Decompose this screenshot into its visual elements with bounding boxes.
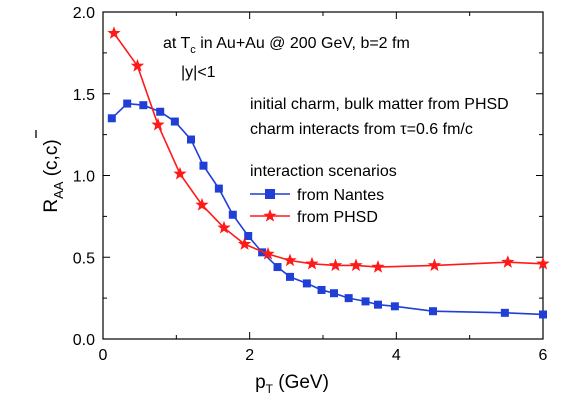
data-point: [151, 117, 165, 131]
data-point: [170, 117, 179, 126]
data-point: [228, 210, 237, 219]
annotation-collision-info: at Tc in Au+Au @ 200 GeV, b=2 fm: [163, 35, 410, 56]
plot-area: [107, 26, 550, 319]
data-point: [130, 58, 145, 72]
legend-nantes-marker: [265, 189, 275, 199]
data-point: [501, 255, 515, 268]
legend: interaction scenarios from Nantes from P…: [250, 163, 397, 226]
data-point: [374, 300, 382, 309]
x-axis-title: pT (GeV): [255, 372, 329, 396]
data-point: [173, 166, 187, 180]
data-point: [237, 237, 252, 250]
data-point: [328, 258, 343, 272]
data-point: [217, 220, 231, 234]
data-point: [330, 289, 338, 298]
data-point: [214, 184, 223, 193]
data-point: [261, 246, 275, 260]
y-tick-label: 1.0: [73, 169, 95, 186]
x-tick-label: 4: [392, 347, 401, 364]
data-point: [199, 161, 208, 170]
legend-nantes-label: from Nantes: [297, 187, 384, 204]
data-point: [371, 260, 385, 273]
data-point: [429, 307, 437, 316]
svg-text:RAA (c,c): RAA (c,c): [41, 139, 66, 212]
data-point: [302, 279, 311, 288]
data-point: [107, 114, 116, 123]
x-tick-label: 2: [245, 347, 254, 364]
data-point: [427, 258, 442, 272]
data-point: [344, 294, 353, 303]
annotation-initial-charm: initial charm, bulk matter from PHSD: [250, 96, 509, 113]
data-point: [349, 258, 363, 272]
data-point: [536, 256, 550, 270]
data-point: [139, 101, 148, 110]
legend-title: interaction scenarios: [250, 163, 397, 180]
y-tick-label: 1.5: [73, 87, 95, 104]
legend-phsd-marker: [263, 209, 277, 222]
x-tick-label: 0: [99, 347, 108, 364]
annotation-rapidity: |y|<1: [181, 64, 216, 81]
data-point: [283, 253, 297, 267]
data-point: [273, 263, 282, 272]
series-from-phsd: [107, 26, 550, 273]
x-tick-label: 6: [539, 347, 548, 364]
series-line: [113, 32, 544, 268]
data-point: [195, 197, 209, 211]
data-point: [244, 231, 253, 240]
data-point: [156, 107, 165, 116]
y-tick-label: 0.5: [73, 250, 95, 267]
y-axis-title: RAA (c,c): [35, 130, 66, 213]
annotation-tau: charm interacts from τ=0.6 fm/c: [250, 121, 473, 138]
y-tick-label: 0.0: [73, 332, 95, 349]
axes: 0 2 4 6 0.0 0.5 1.0 1.5 2.0: [73, 5, 548, 364]
data-point: [390, 302, 399, 311]
legend-phsd-label: from PHSD: [297, 209, 378, 226]
data-point: [187, 135, 195, 144]
y-tick-label: 2.0: [73, 5, 95, 22]
data-point: [107, 26, 121, 39]
data-point: [286, 272, 294, 281]
data-point: [500, 308, 509, 317]
data-point: [539, 310, 547, 319]
data-point: [361, 297, 370, 306]
data-point: [305, 256, 319, 270]
data-point: [317, 285, 326, 294]
data-point: [123, 99, 132, 108]
